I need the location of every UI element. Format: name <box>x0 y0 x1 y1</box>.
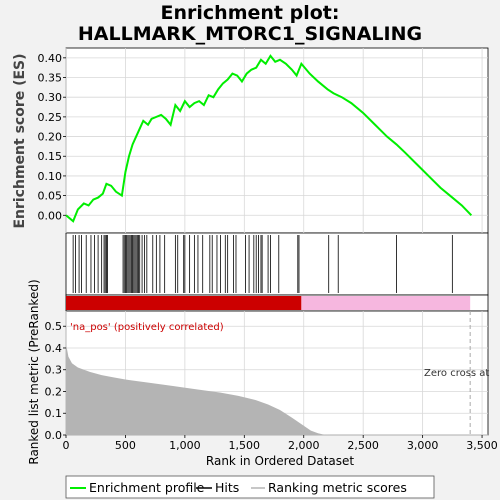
es-grid <box>65 48 488 233</box>
negative-rank-bar <box>301 296 471 310</box>
hit-marks <box>72 235 453 293</box>
legend: Enrichment profile Hits Ranking metric s… <box>65 475 435 499</box>
es-y-tick-label: 0.10 <box>38 170 63 183</box>
metric-y-tick-label: 0.5 <box>45 320 63 333</box>
legend-box <box>65 475 435 499</box>
es-y-tick-label: 0.00 <box>38 209 63 222</box>
x-tick-label: 1,000 <box>169 439 201 452</box>
x-tick-label: 2,500 <box>347 439 379 452</box>
metric-y-ticks: 0.0 0.1 0.2 0.3 0.4 0.5 <box>45 320 66 442</box>
enrichment-profile-line <box>65 54 473 223</box>
metric-y-tick-label: 0.4 <box>45 342 63 355</box>
metric-y-tick-label: 0.1 <box>45 407 63 420</box>
metric-y-tick-label: 0.2 <box>45 385 63 398</box>
metric-y-axis-label: Ranked list metric (PreRanked) <box>27 279 41 464</box>
x-tick-label: 1,500 <box>229 439 261 452</box>
x-tick-label: 500 <box>115 439 136 452</box>
es-y-tick-label: 0.15 <box>38 150 63 163</box>
x-axis-label: Rank in Ordered Dataset <box>206 454 354 468</box>
es-y-tick-label: 0.30 <box>38 91 63 104</box>
zero-cross-label: Zero cross at <box>424 368 489 379</box>
legend-hits-label: Hits <box>215 480 239 495</box>
positive-rank-bar <box>66 296 302 310</box>
metric-x-ticks: 0 500 1,000 1,500 2,000 2,500 3,000 3,500 <box>63 435 498 452</box>
es-y-tick-label: 0.20 <box>38 131 63 144</box>
chart-title-line2: HALLMARK_MTORC1_SIGNALING <box>78 23 422 45</box>
es-y-tick-label: 0.05 <box>38 190 63 203</box>
metric-y-tick-label: 0.0 <box>45 429 63 442</box>
es-y-tick-label: 0.35 <box>38 72 63 85</box>
positive-correlation-label: 'na_pos' (positively correlated) <box>70 322 224 333</box>
chart-title-line1: Enrichment plot: <box>161 2 340 24</box>
metric-y-tick-label: 0.3 <box>45 364 63 377</box>
es-y-tick-label: 0.25 <box>38 111 63 124</box>
legend-profile-label: Enrichment profile <box>89 480 205 495</box>
es-y-tick-label: 0.40 <box>38 52 63 65</box>
legend-metric-label: Ranking metric scores <box>268 480 407 495</box>
x-tick-label: 0 <box>63 439 70 452</box>
x-tick-label: 3,500 <box>466 439 498 452</box>
ranking-metric-area <box>66 343 472 435</box>
x-tick-label: 3,000 <box>407 439 439 452</box>
x-tick-label: 2,000 <box>288 439 320 452</box>
es-y-axis-label: Enrichment score (ES) <box>12 53 28 228</box>
es-y-ticks: 0.00 0.05 0.10 0.15 0.20 0.25 0.30 0.35 0.40 <box>38 52 66 222</box>
es-panel-frame <box>65 47 489 234</box>
